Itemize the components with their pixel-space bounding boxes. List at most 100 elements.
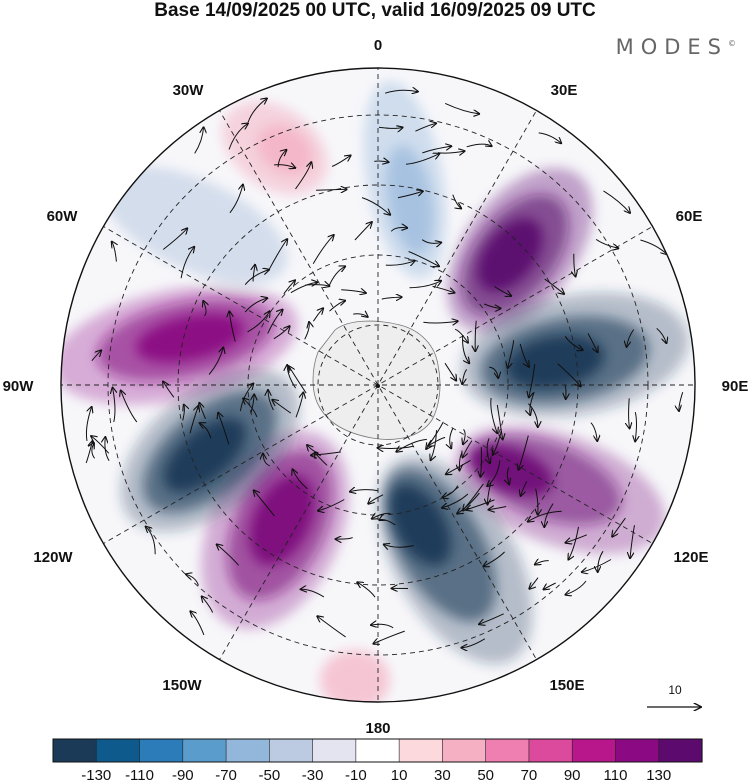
streamline-arrow [462, 440, 473, 458]
colorbar-swatch [182, 738, 227, 763]
streamline-arrow [489, 366, 498, 378]
streamline-arrow [405, 154, 440, 165]
colorbar-tick-label: -50 [258, 767, 280, 783]
streamline-arrow [353, 314, 368, 317]
lobe-80w-magenta [61, 285, 298, 405]
streamline-arrow [565, 580, 587, 595]
streamline-arrow [483, 551, 505, 567]
streamline-arrow [247, 98, 267, 123]
colorbar-swatch [571, 738, 617, 763]
streamline-arrow [529, 577, 539, 589]
streamline-arrow [121, 390, 138, 423]
colorbar-swatch [615, 738, 660, 763]
streamline-arrow [466, 144, 492, 147]
colorbar-swatch [95, 738, 141, 763]
brand-logo: MODES© [616, 35, 736, 59]
streamline-arrow [312, 308, 323, 322]
streamline-arrow [318, 499, 345, 511]
colorbar-tick-label: 50 [477, 767, 494, 783]
streamline-arrow [381, 297, 402, 299]
streamline-arrow [544, 503, 554, 528]
antarctica-land [312, 320, 441, 440]
streamline-arrow [92, 443, 95, 459]
lon-label-30e: 30E [551, 82, 578, 99]
streamline-arrow [446, 459, 471, 474]
streamline-arrow [521, 481, 528, 497]
streamline-arrow [595, 238, 619, 248]
colorbar-frame [52, 738, 703, 763]
streamline-arrow [397, 191, 423, 199]
colorbar-swatch [398, 738, 443, 763]
streamline-arrow [202, 596, 214, 613]
lobe-90e-blue [461, 292, 689, 418]
streamline-arrow [357, 582, 376, 598]
streamline-arrow [565, 534, 587, 543]
lon-label-120w: 120W [33, 549, 73, 566]
streamline-arrow [568, 526, 579, 560]
streamline-arrow [408, 251, 440, 267]
streamline-arrow [368, 494, 384, 504]
streamline-arrow [496, 404, 502, 440]
lon-label-90w: 90W [3, 378, 35, 395]
streamline-arrow [432, 285, 455, 293]
streamline-arrow [199, 403, 206, 419]
streamline-arrow [269, 239, 288, 270]
streamline-arrow [480, 447, 481, 477]
streamline-arrow [300, 589, 325, 598]
streamline-arrow [85, 407, 91, 441]
streamline-arrow [190, 611, 205, 636]
vector-reference: 10 [647, 683, 701, 707]
streamline-arrow [105, 437, 110, 462]
colorbar-tick-label: 130 [646, 767, 671, 783]
colorbar-tick-label: 10 [391, 767, 408, 783]
streamline-arrow [290, 282, 318, 294]
streamline-arrow [263, 453, 270, 467]
streamline-arrow [186, 574, 199, 586]
streamline-arrow [91, 350, 102, 362]
streamline-arrow [162, 228, 187, 250]
streamline-arrow [373, 630, 405, 644]
streamline-arrow [629, 398, 630, 428]
lobe-160e-blue [377, 455, 533, 665]
streamline-arrow [462, 369, 468, 385]
streamline-arrow [239, 383, 253, 412]
streamline-arrow [253, 265, 255, 282]
streamline-arrow [635, 411, 636, 442]
lon-label-30w: 30W [173, 82, 205, 99]
lon-label-150w: 150W [162, 677, 202, 694]
streamline-arrow [421, 239, 441, 244]
streamline-arrow [442, 493, 469, 508]
streamline-arrow [335, 538, 353, 540]
streamline-arrow [656, 328, 667, 343]
streamline-arrow [229, 184, 243, 214]
colorbar-tick-label: -130 [81, 767, 111, 783]
streamline-arrow [538, 132, 562, 144]
streamline-arrow [507, 467, 509, 484]
streamline-arrow [528, 403, 537, 428]
streamline-arrow [463, 483, 484, 511]
lon-label-60w: 60W [47, 208, 79, 225]
streamline-arrow [590, 422, 597, 442]
lon-label-0: 0 [374, 37, 382, 54]
colorbar-tick-label: -90 [172, 767, 194, 783]
colorbar-swatch [528, 738, 573, 763]
streamline-arrow [390, 228, 407, 232]
streamline-arrow [350, 490, 379, 492]
streamline-arrow [372, 513, 391, 519]
streamline-arrow [378, 127, 403, 128]
streamline-arrow [544, 278, 565, 294]
streamline-arrow [146, 526, 156, 555]
lon-label-120e: 120E [673, 549, 708, 566]
lobe-115w-blue [120, 368, 300, 532]
streamline-arrow [565, 384, 566, 399]
streamline-arrow [536, 488, 538, 515]
streamline-arrow [354, 222, 372, 241]
colorbar-swatch [312, 738, 357, 763]
streamline-arrow [113, 387, 115, 423]
streamline-arrow [409, 281, 442, 289]
streamline-arrow [483, 303, 501, 308]
streamline-arrow [218, 412, 230, 445]
colorbar-tick-label: -10 [345, 767, 367, 783]
colorbar-tick-label: -30 [302, 767, 324, 783]
colorbar-swatch [139, 738, 184, 763]
